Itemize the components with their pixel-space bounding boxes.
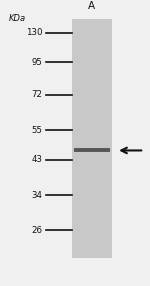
Text: 130: 130 bbox=[26, 28, 43, 37]
Text: 43: 43 bbox=[32, 156, 43, 164]
Text: 55: 55 bbox=[32, 126, 43, 135]
Text: KDa: KDa bbox=[9, 14, 26, 23]
Text: 72: 72 bbox=[32, 90, 43, 100]
Text: 26: 26 bbox=[32, 226, 43, 235]
Text: 95: 95 bbox=[32, 58, 43, 67]
Bar bbox=[72, 19, 112, 257]
Text: 34: 34 bbox=[32, 191, 43, 200]
Text: A: A bbox=[88, 1, 96, 11]
